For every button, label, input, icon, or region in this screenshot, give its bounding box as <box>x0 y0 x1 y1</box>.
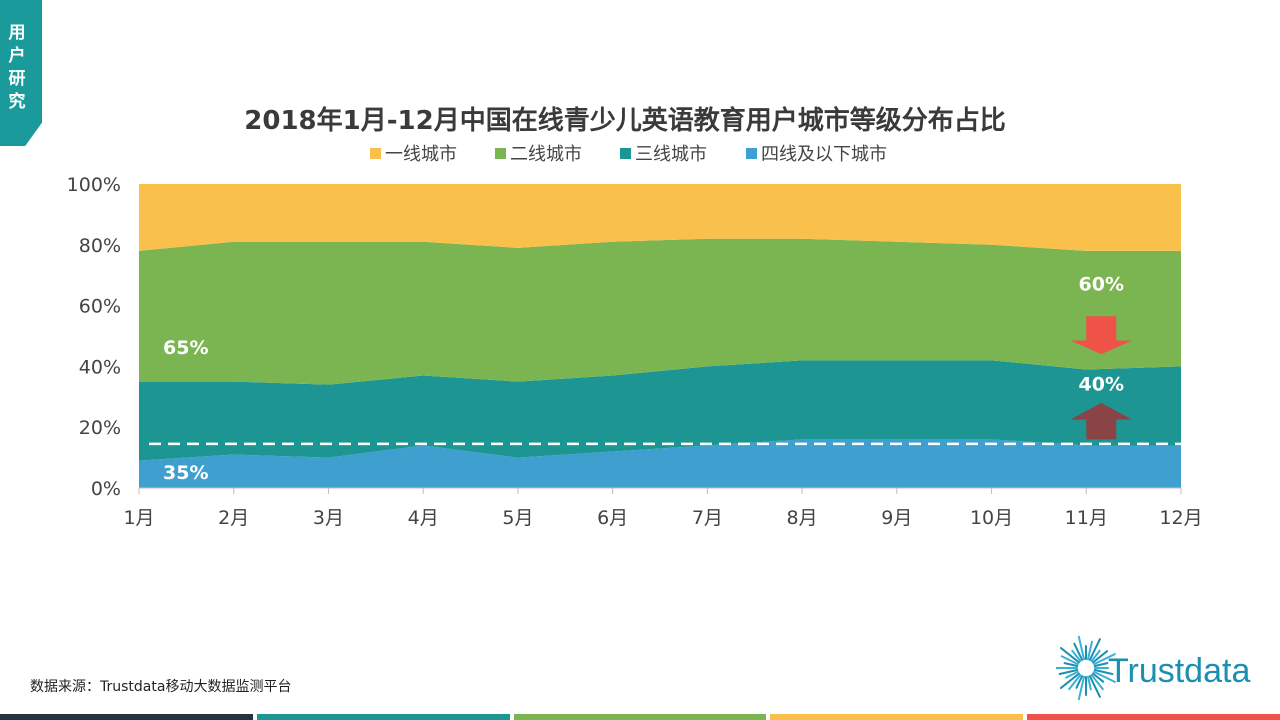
trustdata-logo-icon <box>1056 635 1116 701</box>
section-tag: 用户研究 <box>0 0 42 146</box>
legend-label: 一线城市 <box>385 144 457 165</box>
annotation-label: 40% <box>1079 374 1124 396</box>
logo-ray <box>1092 672 1105 683</box>
logo-ray <box>1090 649 1101 662</box>
area-series-1 <box>139 439 1181 488</box>
x-tick-label: 7月 <box>692 507 723 529</box>
logo-ray <box>1093 669 1114 676</box>
logo-ray <box>1093 653 1116 666</box>
logo-ray <box>1073 642 1084 661</box>
x-tick-label: 1月 <box>123 507 154 529</box>
y-tick-label: 20% <box>79 417 121 439</box>
annotation-label: 65% <box>163 337 208 359</box>
area-series-4 <box>139 184 1181 251</box>
logo-ray <box>1059 672 1080 689</box>
annotation-label: 35% <box>163 462 208 484</box>
logo-ray <box>1058 669 1079 676</box>
y-tick-label: 60% <box>79 296 121 318</box>
logo-ray <box>1075 675 1084 689</box>
logo-ray <box>1077 675 1085 701</box>
logo-text: Trustdata <box>1108 652 1251 690</box>
x-tick-label: 2月 <box>218 507 249 529</box>
logo-ray <box>1087 675 1092 691</box>
annotation-label: 60% <box>1079 273 1124 295</box>
x-tick-label: 10月 <box>970 507 1013 529</box>
arrow-up-icon <box>1070 402 1133 440</box>
bottom-bar-segment <box>1027 714 1280 720</box>
logo-ray <box>1090 674 1104 691</box>
logo-ray <box>1077 635 1085 661</box>
logo-ray <box>1093 662 1109 667</box>
logo-ray <box>1093 670 1116 683</box>
y-tick-label: 100% <box>67 174 121 196</box>
section-tag-label: 用户研究 <box>8 23 26 112</box>
logo-ray <box>1059 647 1080 664</box>
logo-ray <box>1060 655 1079 666</box>
x-tick-label: 11月 <box>1065 507 1108 529</box>
x-tick-label: 5月 <box>502 507 533 529</box>
logo-ray <box>1071 649 1082 662</box>
data-source-note: 数据来源：Trustdata移动大数据监测平台 <box>30 679 292 695</box>
x-tick-label: 3月 <box>313 507 344 529</box>
bottom-bar-segment <box>770 714 1024 720</box>
chart-title: 2018年1月-12月中国在线青少儿英语教育用户城市等级分布占比 <box>244 106 1006 136</box>
bottom-color-bar <box>0 714 1280 720</box>
legend-swatch <box>620 148 631 159</box>
bottom-bar-segment <box>513 714 767 720</box>
legend-swatch <box>495 148 506 159</box>
logo-ray <box>1068 674 1082 691</box>
legend-swatch <box>746 148 757 159</box>
x-tick-label: 8月 <box>787 507 818 529</box>
y-tick-label: 80% <box>79 235 121 257</box>
x-tick-label: 12月 <box>1159 507 1202 529</box>
area-series-2 <box>139 360 1181 461</box>
logo-ray <box>1087 640 1094 661</box>
logo-ray <box>1088 675 1101 698</box>
legend-label: 四线及以下城市 <box>761 144 887 165</box>
x-tick-label: 4月 <box>408 507 439 529</box>
logo-ray <box>1063 662 1079 667</box>
arrow-down-icon <box>1070 316 1133 355</box>
logo-ray <box>1092 650 1109 664</box>
legend-label: 三线城市 <box>635 144 707 165</box>
logo-ray <box>1065 670 1079 679</box>
legend-swatch <box>370 148 381 159</box>
bottom-bar-segment <box>256 714 510 720</box>
y-tick-label: 40% <box>79 356 121 378</box>
bottom-bar-segment <box>0 714 253 720</box>
area-series-3 <box>139 238 1181 385</box>
logo-ray <box>1088 638 1101 661</box>
y-tick-label: 0% <box>91 478 121 500</box>
x-tick-label: 6月 <box>597 507 628 529</box>
x-tick-label: 9月 <box>881 507 912 529</box>
legend-label: 二线城市 <box>510 144 582 165</box>
